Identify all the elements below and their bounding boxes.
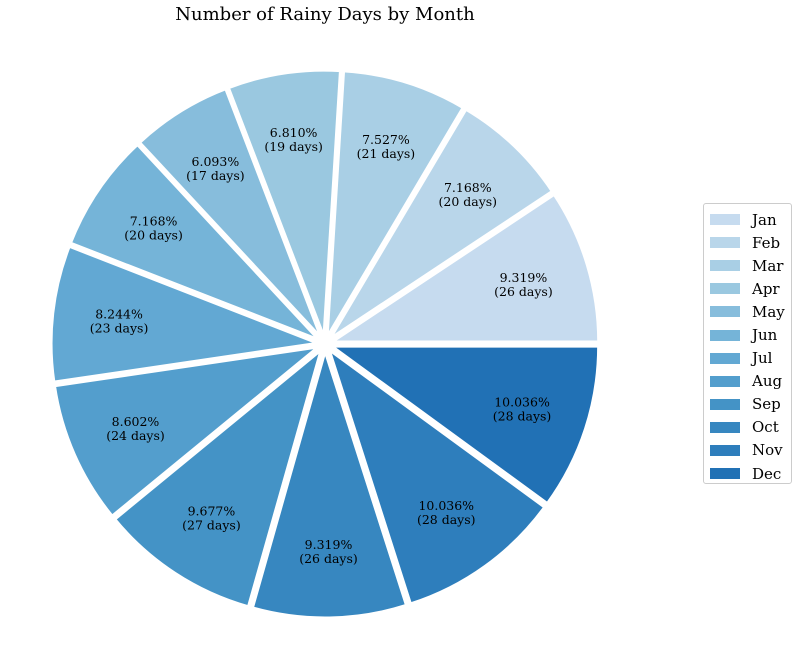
legend-swatch <box>710 329 740 341</box>
chart-title: Number of Rainy Days by Month <box>175 4 475 25</box>
legend-item-aug: Aug <box>704 370 791 393</box>
slice-percent-label: 9.677% <box>188 503 236 518</box>
pie-slice-jul <box>49 244 324 384</box>
slice-value-label: (19 days) <box>264 139 323 154</box>
pie-slice-apr <box>226 68 343 338</box>
legend-swatch <box>710 237 740 249</box>
slice-value-label: (26 days) <box>299 551 358 566</box>
legend-swatch <box>710 468 740 480</box>
slice-value-label: (28 days) <box>493 408 552 423</box>
legend-item-apr: Apr <box>704 277 791 300</box>
slice-percent-label: 8.244% <box>95 307 143 322</box>
legend-swatch <box>710 214 740 226</box>
pie-labels: 9.319%(26 days)7.168%(20 days)7.527%(21 … <box>90 125 553 566</box>
slice-percent-label: 9.319% <box>305 537 353 552</box>
legend-swatch <box>710 398 740 410</box>
slice-value-label: (23 days) <box>90 321 149 336</box>
slice-percent-label: 8.602% <box>112 414 160 429</box>
slice-value-label: (21 days) <box>357 146 416 161</box>
pie-slice-jun <box>68 142 321 342</box>
legend-label: Jul <box>752 349 773 368</box>
legend-label: Jun <box>752 326 778 345</box>
slice-percent-label: 9.319% <box>500 270 548 285</box>
slice-percent-label: 7.527% <box>362 132 410 147</box>
slice-percent-label: 7.168% <box>444 180 492 195</box>
legend-label: Dec <box>752 464 782 483</box>
legend-label: Sep <box>752 395 781 414</box>
slice-percent-label: 6.810% <box>270 125 318 140</box>
legend-swatch <box>710 306 740 318</box>
legend-item-jul: Jul <box>704 347 791 370</box>
legend-item-jan: Jan <box>704 208 791 231</box>
legend-item-jun: Jun <box>704 323 791 346</box>
pie-slice-dec <box>327 344 601 506</box>
slice-value-label: (24 days) <box>106 428 165 443</box>
legend-label: Oct <box>752 418 779 437</box>
pie-slice-feb <box>328 107 555 341</box>
slice-percent-label: 10.036% <box>494 394 550 409</box>
slice-value-label: (26 days) <box>494 284 553 299</box>
legend-item-sep: Sep <box>704 393 791 416</box>
legend-label: May <box>752 302 785 321</box>
legend-swatch <box>710 260 740 272</box>
slice-value-label: (17 days) <box>186 168 245 183</box>
pie-slice-oct <box>250 345 409 620</box>
legend-item-oct: Oct <box>704 416 791 439</box>
legend-label: Jan <box>752 210 777 229</box>
slice-value-label: (20 days) <box>124 228 183 243</box>
legend-item-dec: Dec <box>704 462 791 485</box>
pie-slices <box>49 68 601 620</box>
pie-slice-sep <box>112 345 324 609</box>
slice-percent-label: 10.036% <box>418 498 474 513</box>
pie-slice-aug <box>52 344 324 519</box>
legend-swatch <box>710 421 740 433</box>
legend-swatch <box>710 375 740 387</box>
legend-swatch <box>710 352 740 364</box>
legend-label: Mar <box>752 256 784 275</box>
legend-item-mar: Mar <box>704 254 791 277</box>
pie-slice-nov <box>326 345 547 606</box>
pie-slice-mar <box>325 69 466 339</box>
pie-slice-may <box>137 86 323 340</box>
legend-label: Feb <box>752 233 781 252</box>
legend-item-nov: Nov <box>704 439 791 462</box>
chart-legend: Jan Feb Mar Apr May Jun Jul Aug Sep Oct Nov Dec <box>703 203 792 484</box>
legend-item-may: May <box>704 300 791 323</box>
slice-percent-label: 6.093% <box>192 154 240 169</box>
pie-slice-jan <box>326 192 601 344</box>
slice-percent-label: 7.168% <box>130 214 178 229</box>
slice-value-label: (27 days) <box>182 517 241 532</box>
legend-label: Apr <box>752 279 780 298</box>
legend-label: Aug <box>752 372 783 391</box>
legend-swatch <box>710 444 740 456</box>
slice-value-label: (28 days) <box>417 512 476 527</box>
legend-item-feb: Feb <box>704 231 791 254</box>
slice-value-label: (20 days) <box>438 194 497 209</box>
legend-swatch <box>710 283 740 295</box>
legend-label: Nov <box>752 441 783 460</box>
